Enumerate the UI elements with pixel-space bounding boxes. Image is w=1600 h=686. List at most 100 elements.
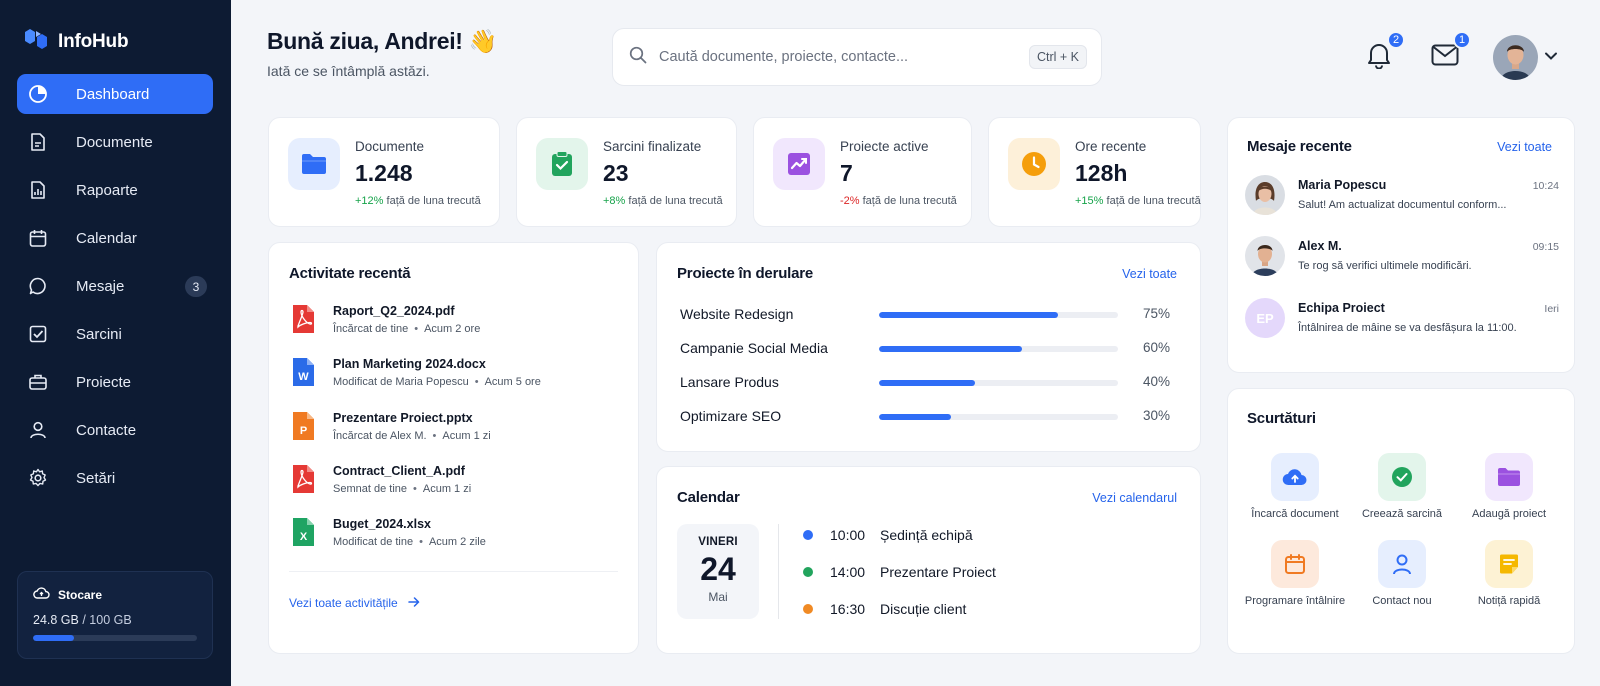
activity-time: Acum 2 ore — [424, 323, 481, 335]
sidebar-item-sarcini[interactable]: Sarcini — [17, 314, 213, 354]
gear-icon — [27, 467, 49, 489]
sidebar-item-dashboard[interactable]: Dashboard — [17, 74, 213, 114]
shortcut-add-project[interactable]: Adaugă proiect — [1454, 453, 1564, 522]
stat-value: 128h — [1075, 160, 1128, 186]
project-percent: 60% — [1142, 340, 1170, 355]
message-sender: Echipa Proiect — [1298, 301, 1385, 315]
view-all-messages-link[interactable]: Vezi toate — [1497, 140, 1552, 154]
user-avatar[interactable] — [1493, 35, 1538, 80]
sidebar-item-label: Calendar — [76, 229, 137, 247]
stat-label: Ore recente — [1075, 139, 1147, 154]
stat-delta-value: -2% — [840, 195, 860, 207]
shortcut-create-task[interactable]: Creează sarcină — [1347, 453, 1457, 522]
activity-item[interactable]: Contract_Client_A.pdf Semnat de tine • Acu… — [289, 462, 619, 506]
check-circle-icon — [1378, 453, 1426, 501]
sidebar-item-setari[interactable]: Setări — [17, 458, 213, 498]
activity-item[interactable]: W Plan Marketing 2024.docx Modificat de … — [289, 355, 619, 399]
activity-item[interactable]: P Prezentare Proiect.pptx Încărcat de Al… — [289, 409, 619, 453]
card-title: Activitate recentă — [289, 265, 411, 282]
event-color-dot — [803, 530, 813, 540]
brand[interactable]: InfoHub — [24, 28, 129, 55]
activity-action: Încărcat de Alex M. — [333, 430, 427, 442]
shortcut-label: Notiță rapidă — [1477, 595, 1541, 607]
sidebar-nav: Dashboard Documente Rapoarte Calendar Me… — [17, 74, 213, 506]
notifications-button[interactable]: 2 — [1362, 31, 1405, 74]
shortcut-new-contact[interactable]: Contact nou — [1347, 540, 1457, 609]
activity-time: Acum 5 ore — [484, 376, 541, 388]
stat-label: Proiecte active — [840, 139, 929, 154]
sidebar-item-mesaje[interactable]: Mesaje 3 — [17, 266, 213, 306]
calendar-icon — [27, 227, 49, 249]
activity-meta: Modificat de Maria Popescu • Acum 5 ore — [333, 376, 541, 388]
sidebar-item-proiecte[interactable]: Proiecte — [17, 362, 213, 402]
stat-value: 7 — [840, 160, 853, 186]
project-row[interactable]: Website Redesign 75% — [680, 305, 1170, 325]
chevron-down-icon[interactable] — [1544, 49, 1558, 68]
project-progress-fill — [879, 380, 975, 386]
avatar — [1245, 175, 1285, 215]
folder-plus-icon — [1485, 453, 1533, 501]
notifications-count-badge: 2 — [1387, 31, 1405, 49]
sidebar-item-rapoarte[interactable]: Rapoarte — [17, 170, 213, 210]
event-color-dot — [803, 604, 813, 614]
sidebar-item-label: Documente — [76, 133, 153, 151]
sidebar-item-calendar[interactable]: Calendar — [17, 218, 213, 258]
view-all-projects-link[interactable]: Vezi toate — [1122, 267, 1177, 281]
activity-item[interactable]: Raport_Q2_2024.pdf Încărcat de tine • Acum… — [289, 302, 619, 346]
date-tile: VINERI 24 Mai — [677, 524, 759, 619]
svg-text:P: P — [300, 425, 307, 437]
sidebar-item-documente[interactable]: Documente — [17, 122, 213, 162]
calendar-event[interactable]: 10:00 Ședință echipă — [803, 525, 973, 545]
activity-item[interactable]: X Buget_2024.xlsx Modificat de tine • Acum… — [289, 515, 619, 559]
shortcut-upload-document[interactable]: Încarcă document — [1240, 453, 1350, 522]
activity-meta: Încărcat de tine • Acum 2 ore — [333, 323, 480, 335]
search-input[interactable] — [659, 49, 1029, 65]
project-name: Website Redesign — [680, 306, 794, 322]
project-row[interactable]: Lansare Produs 40% — [680, 373, 1170, 393]
shortcut-schedule-meeting[interactable]: Programare întâlnire — [1240, 540, 1350, 609]
sidebar-item-label: Setări — [76, 469, 116, 487]
stat-card-ore[interactable]: Ore recente 128h +15% față de luna trecu… — [988, 117, 1201, 227]
clipboard-check-icon — [536, 138, 588, 190]
calendar-event[interactable]: 16:30 Discuție client — [803, 599, 966, 619]
stat-delta-text: față de luna trecută — [628, 195, 723, 207]
svg-text:W: W — [298, 371, 309, 383]
message-count-badge: 3 — [185, 276, 207, 297]
stat-card-documente[interactable]: Documente 1.248 +12% față de luna trecut… — [268, 117, 500, 227]
stat-card-proiecte[interactable]: Proiecte active 7 -2% față de luna trecu… — [753, 117, 972, 227]
recent-messages-card: Mesaje recente Vezi toate Maria Popescu … — [1227, 117, 1575, 373]
shortcut-quick-note[interactable]: Notiță rapidă — [1454, 540, 1564, 609]
message-item[interactable]: Maria Popescu 10:24 Salut! Am actualizat… — [1245, 175, 1559, 219]
project-row[interactable]: Optimizare SEO 30% — [680, 407, 1170, 427]
stat-card-sarcini[interactable]: Sarcini finalizate 23 +8% față de luna t… — [516, 117, 737, 227]
message-time: Ieri — [1544, 303, 1559, 315]
stat-delta-value: +15% — [1075, 195, 1104, 207]
storage-panel: Stocare 24.8 GB / 100 GB — [17, 571, 213, 659]
activity-action: Modificat de tine — [333, 536, 414, 548]
event-title: Ședință echipă — [880, 527, 973, 543]
stat-delta-text: față de luna trecută — [386, 195, 481, 207]
activity-meta: Semnat de tine • Acum 1 zi — [333, 483, 471, 495]
search-bar[interactable]: Ctrl + K — [612, 28, 1102, 86]
sidebar-item-contacte[interactable]: Contacte — [17, 410, 213, 450]
message-item[interactable]: EP Echipa Proiect Ieri Întâlnirea de mâi… — [1245, 298, 1559, 342]
svg-text:X: X — [300, 531, 308, 543]
project-progress-bar — [879, 312, 1118, 318]
avatar-initials: EP — [1256, 310, 1274, 326]
message-item[interactable]: Alex M. 09:15 Te rog să verifici ultimel… — [1245, 236, 1559, 280]
stat-value: 23 — [603, 160, 629, 186]
separator-dot: • — [413, 483, 417, 495]
view-all-activity-link[interactable]: Vezi toate activitățile — [289, 594, 420, 612]
view-calendar-link[interactable]: Vezi calendarul — [1092, 491, 1177, 505]
sidebar-item-label: Mesaje — [76, 277, 125, 295]
activity-meta: Încărcat de Alex M. • Acum 1 zi — [333, 430, 491, 442]
shortcut-label: Programare întâlnire — [1244, 595, 1346, 607]
storage-separator: / — [78, 613, 90, 627]
avatar — [1245, 236, 1285, 276]
report-icon — [27, 179, 49, 201]
messages-button[interactable]: 1 — [1428, 31, 1471, 74]
event-time: 16:30 — [830, 601, 866, 617]
project-percent: 40% — [1142, 374, 1170, 389]
calendar-event[interactable]: 14:00 Prezentare Proiect — [803, 562, 996, 582]
project-row[interactable]: Campanie Social Media 60% — [680, 339, 1170, 359]
